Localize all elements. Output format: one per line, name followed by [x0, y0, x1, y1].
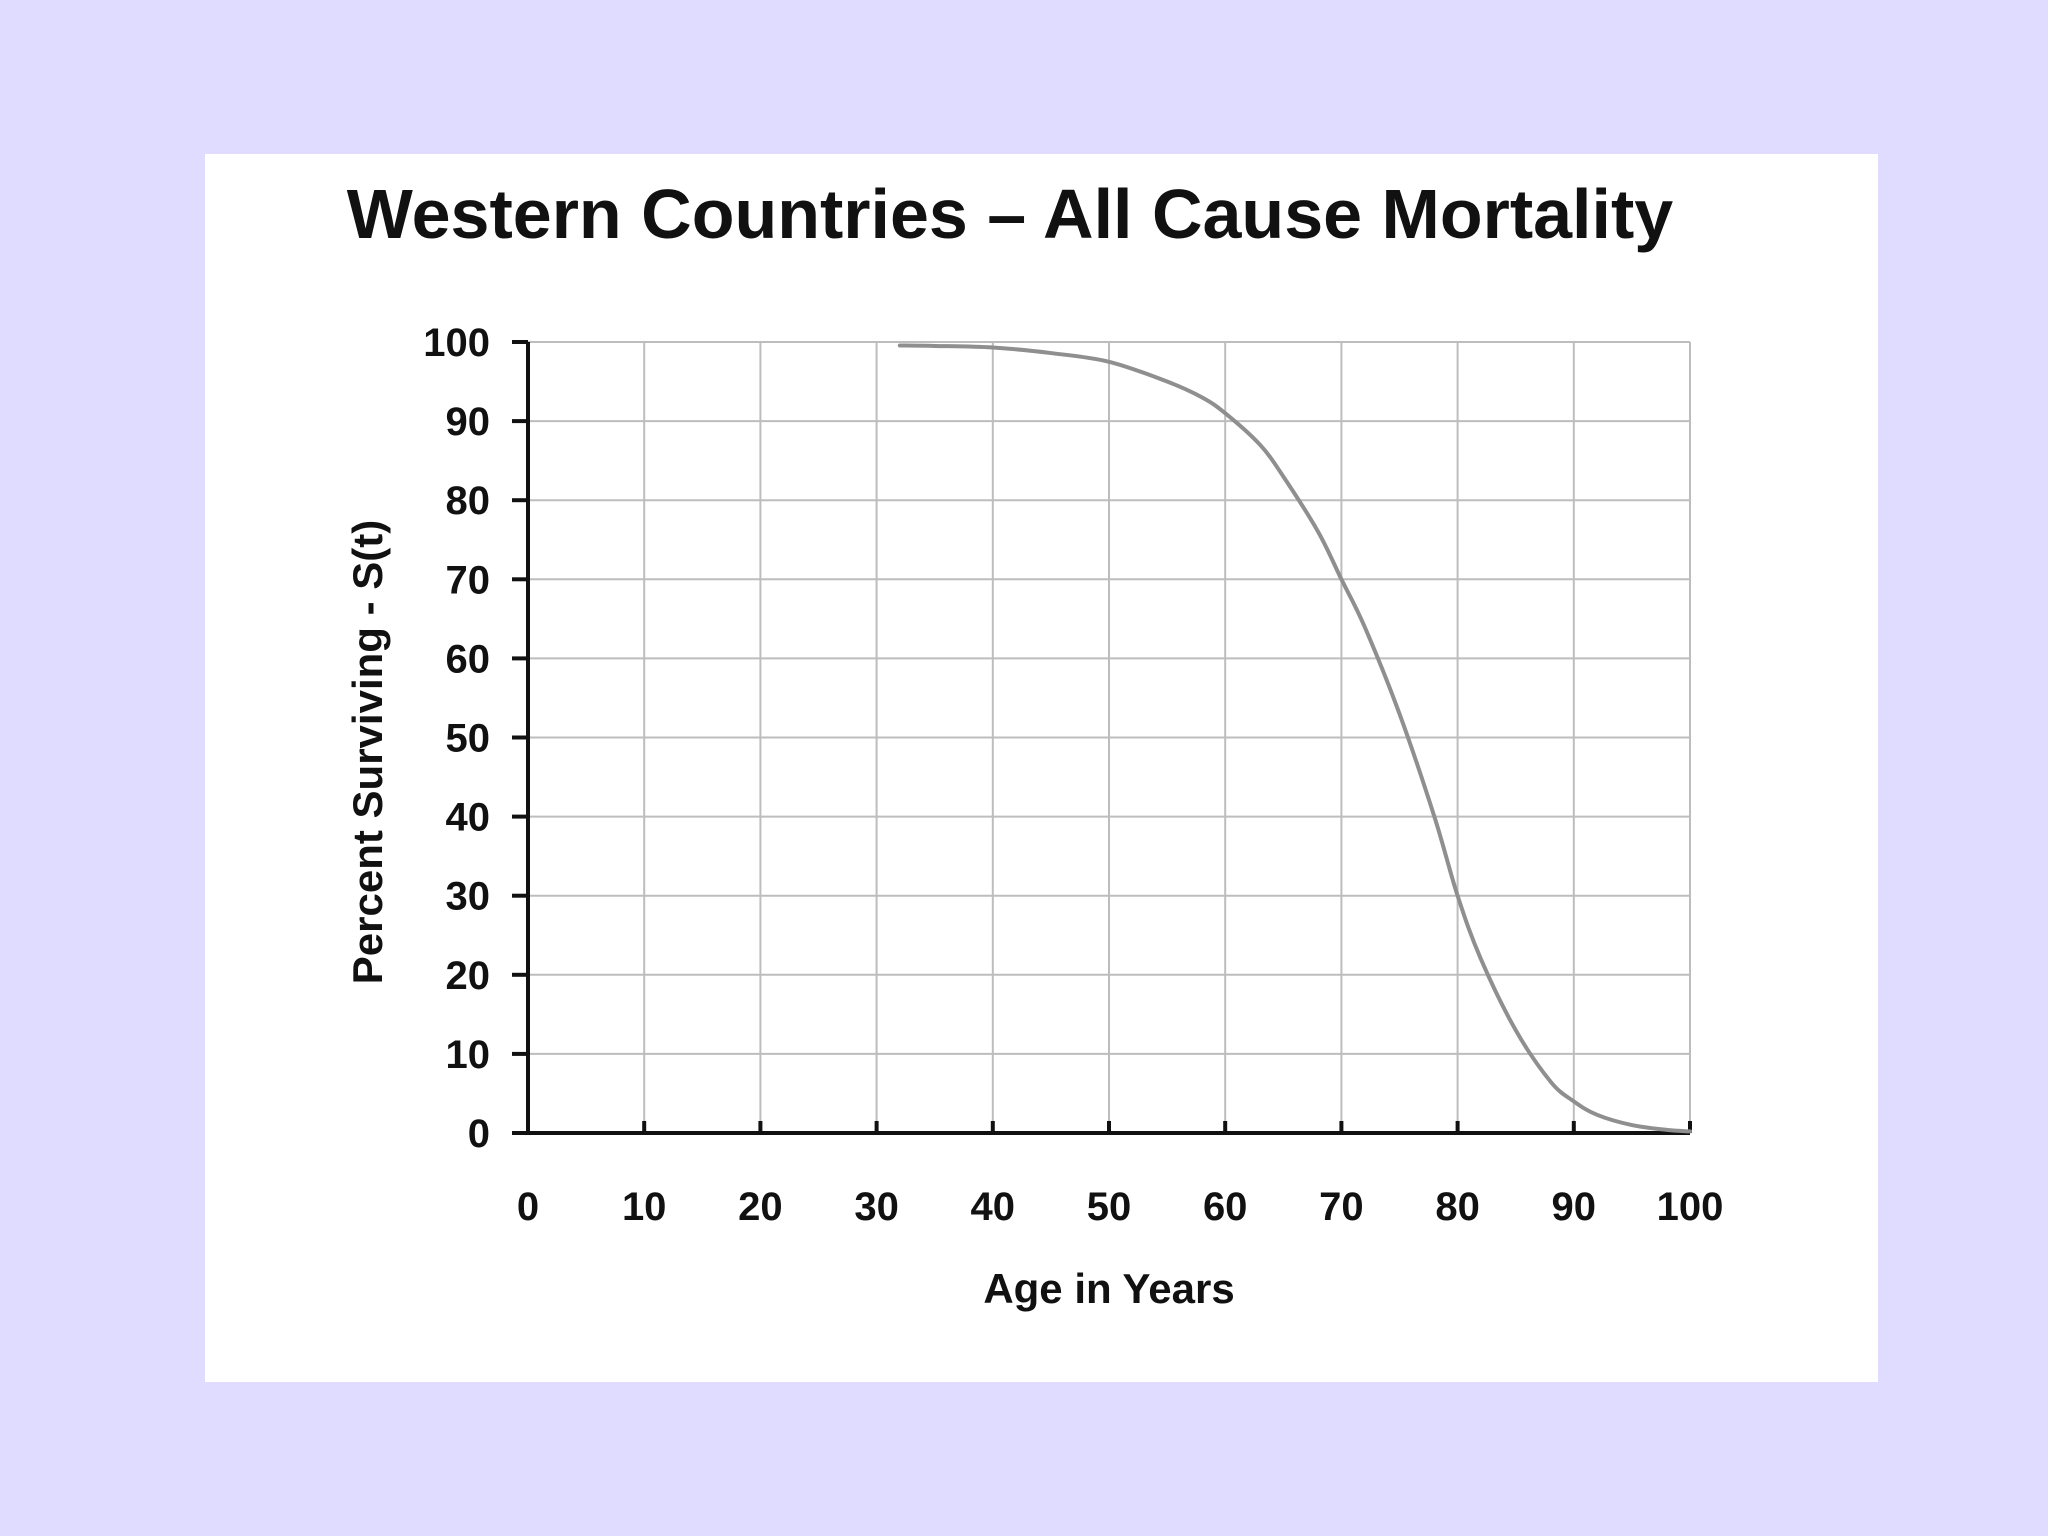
y-tick-label: 100 [423, 321, 490, 365]
y-tick-label: 10 [446, 1033, 491, 1077]
x-tick-label: 10 [622, 1185, 667, 1229]
chart-card [205, 154, 1878, 1382]
grid-lines [527, 341, 1691, 1134]
x-tick-label: 100 [1657, 1185, 1724, 1229]
survival-curve-line [897, 343, 1692, 1134]
x-tick-label: 50 [1087, 1185, 1132, 1229]
y-tick-label: 50 [446, 717, 491, 761]
x-tick-label: 30 [854, 1185, 899, 1229]
y-tick-label: 80 [446, 479, 491, 523]
axis-ticks: 0 10 20 30 40 50 60 70 80 90 100 0 10 20 30 40 50 60 70 80 9… [423, 321, 1723, 1229]
x-axis-label: Age in Years [983, 1265, 1234, 1312]
x-tick-label: 20 [738, 1185, 783, 1229]
x-tick-label: 90 [1552, 1185, 1597, 1229]
y-tick-label: 0 [468, 1112, 490, 1156]
y-tick-label: 20 [446, 954, 491, 998]
y-tick-label: 70 [446, 558, 491, 602]
y-tick-label: 60 [446, 637, 491, 681]
chart-title: Western Countries – All Cause Mortality [347, 175, 1673, 253]
y-tick-label: 90 [446, 400, 491, 444]
x-tick-label: 80 [1435, 1185, 1480, 1229]
x-tick-label: 0 [517, 1185, 539, 1229]
x-tick-label: 70 [1319, 1185, 1364, 1229]
x-tick-label: 60 [1203, 1185, 1248, 1229]
series-layer [897, 343, 1692, 1134]
y-tick-label: 40 [446, 796, 491, 840]
y-tick-label: 30 [446, 875, 491, 919]
x-tick-label: 40 [971, 1185, 1016, 1229]
y-axis-label: Percent Surviving - S(t) [344, 520, 391, 984]
